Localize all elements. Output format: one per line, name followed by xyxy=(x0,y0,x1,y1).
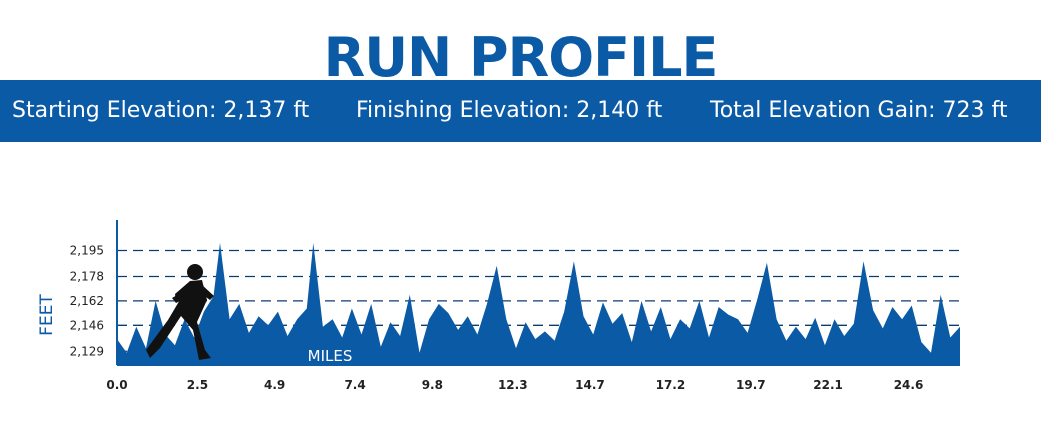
x-tick-label: 22.1 xyxy=(813,378,843,392)
x-axis-label: MILES xyxy=(308,347,353,365)
x-tick-label: 7.4 xyxy=(344,378,365,392)
x-tick-label: 14.7 xyxy=(575,378,605,392)
elevation-area xyxy=(117,242,960,365)
x-tick-label: 9.8 xyxy=(422,378,443,392)
x-axis: 0.0 2.5 4.9 7.4 9.8 12.3 14.7 17.2 19.7 22.1 24.6 xyxy=(106,364,960,392)
x-tick-label: 19.7 xyxy=(736,378,766,392)
starting-elevation: Starting Elevation: 2,137 ft xyxy=(12,98,310,123)
total-elevation-gain: Total Elevation Gain: 723 ft xyxy=(710,98,1008,123)
stats-band xyxy=(0,80,1041,142)
x-tick-label: 24.6 xyxy=(894,378,924,392)
y-tick-label: 2,129 xyxy=(70,344,104,358)
y-tick-label: 2,178 xyxy=(70,269,104,283)
page-title: RUN PROFILE xyxy=(323,26,719,89)
x-tick-label: 17.2 xyxy=(656,378,686,392)
x-tick-label: 2.5 xyxy=(187,378,208,392)
y-tick-label: 2,146 xyxy=(70,318,104,332)
runner-silhouette-icon xyxy=(146,264,214,360)
y-axis-label: FEET xyxy=(37,294,57,336)
finishing-elevation: Finishing Elevation: 2,140 ft xyxy=(356,98,663,123)
x-tick-label: 4.9 xyxy=(264,378,285,392)
y-tick-label: 2,195 xyxy=(70,244,104,258)
y-tick-label: 2,162 xyxy=(70,294,104,308)
y-axis: 2,129 2,146 2,162 2,178 2,195 xyxy=(70,220,118,365)
x-tick-label: 12.3 xyxy=(498,378,528,392)
x-tick-label: 0.0 xyxy=(106,378,127,392)
